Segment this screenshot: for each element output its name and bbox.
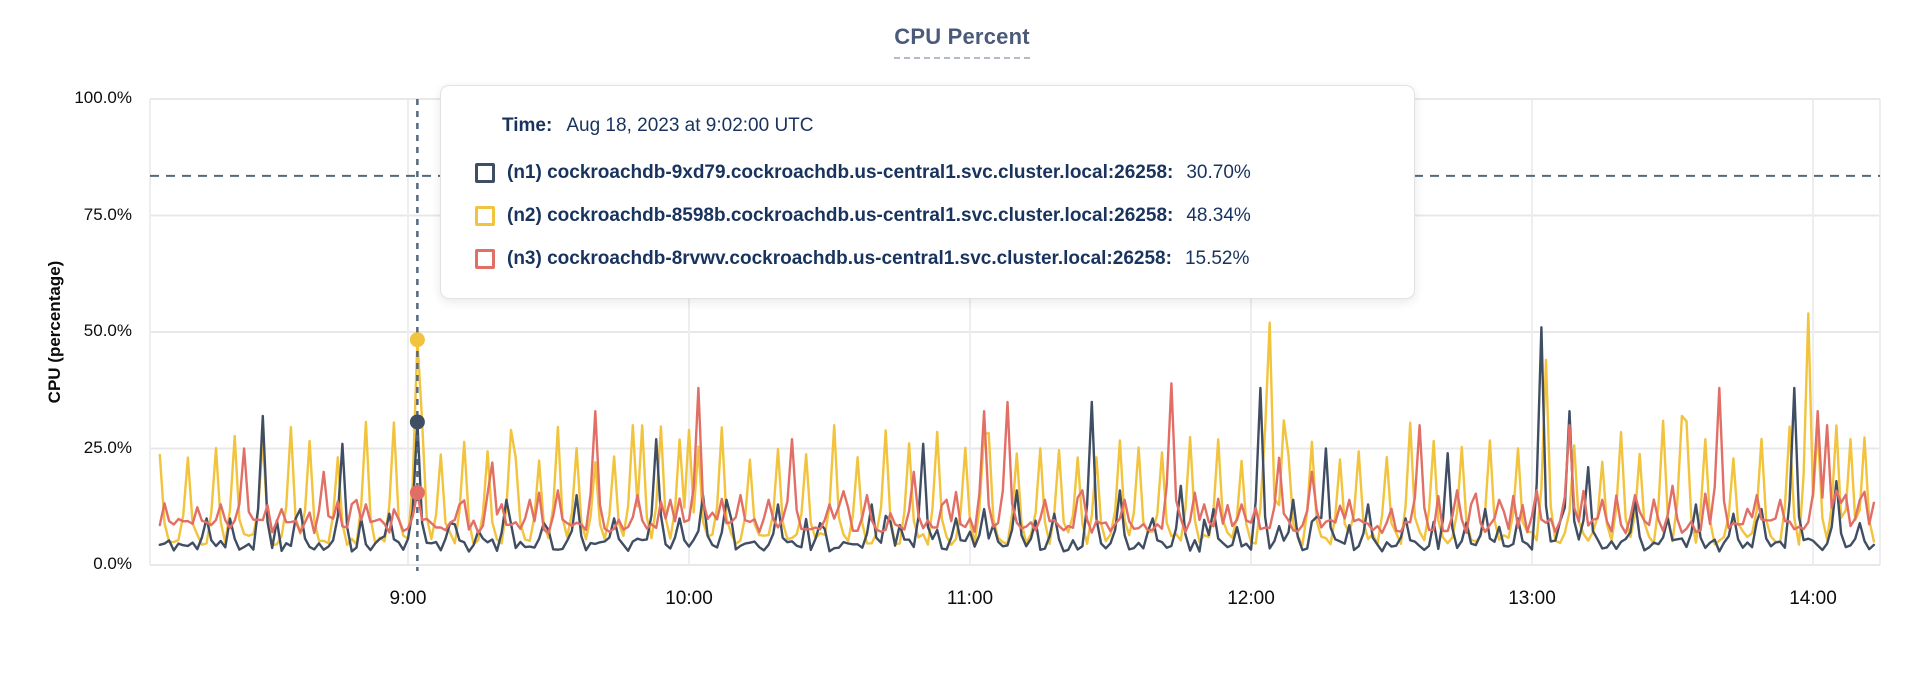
x-tick-label: 14:00 [1789, 588, 1837, 609]
series-value: 15.52% [1184, 248, 1250, 269]
chart-title[interactable]: CPU Percent [894, 24, 1030, 59]
chart-title-wrap: CPU Percent [0, 24, 1924, 59]
x-tick-label: 12:00 [1227, 588, 1275, 609]
tooltip-series-row: (n3) cockroachdb-8rvwv.cockroachdb.us-ce… [475, 246, 1380, 272]
series-marker-icon [475, 163, 495, 183]
series-label: (n2) cockroachdb-8598b.cockroachdb.us-ce… [507, 205, 1174, 226]
tooltip-time-value: Aug 18, 2023 at 9:02:00 UTC [566, 115, 814, 136]
tooltip-series-list: (n1) cockroachdb-9xd79.cockroachdb.us-ce… [475, 160, 1380, 272]
series-label: (n3) cockroachdb-8rvwv.cockroachdb.us-ce… [507, 248, 1172, 269]
series-line-n2 [158, 312, 1876, 547]
series-value: 48.34% [1186, 205, 1251, 226]
y-tick-label: 25.0% [83, 437, 132, 457]
x-tick-label: 11:00 [946, 588, 994, 609]
y-tick-label: 50.0% [83, 321, 132, 340]
y-tick-label: 0.0% [93, 554, 132, 573]
tooltip-series-row: (n2) cockroachdb-8598b.cockroachdb.us-ce… [475, 203, 1380, 229]
x-tick-label: 10:00 [665, 588, 713, 609]
hover-point-n2 [409, 332, 425, 348]
series-marker-icon [475, 249, 495, 269]
tooltip-time-label: Time: [502, 115, 553, 136]
series-value: 30.70% [1186, 162, 1251, 183]
y-tick-label: 100.0% [74, 88, 132, 107]
hover-point-n1 [409, 414, 425, 430]
tooltip-series-row: (n1) cockroachdb-9xd79.cockroachdb.us-ce… [475, 160, 1380, 186]
tooltip-time-row: Time: Aug 18, 2023 at 9:02:00 UTC [502, 115, 1380, 137]
x-tick-label: 13:00 [1508, 588, 1556, 609]
series-line-n3 [158, 382, 1876, 535]
series-line-n1 [158, 326, 1876, 553]
x-tick-label: 9:00 [389, 588, 427, 609]
series-marker-icon [475, 206, 495, 226]
series-label: (n1) cockroachdb-9xd79.cockroachdb.us-ce… [507, 162, 1174, 183]
y-tick-label: 75.0% [83, 204, 132, 224]
hover-point-n3 [409, 485, 425, 501]
hover-tooltip: Time: Aug 18, 2023 at 9:02:00 UTC (n1) co… [440, 85, 1415, 299]
